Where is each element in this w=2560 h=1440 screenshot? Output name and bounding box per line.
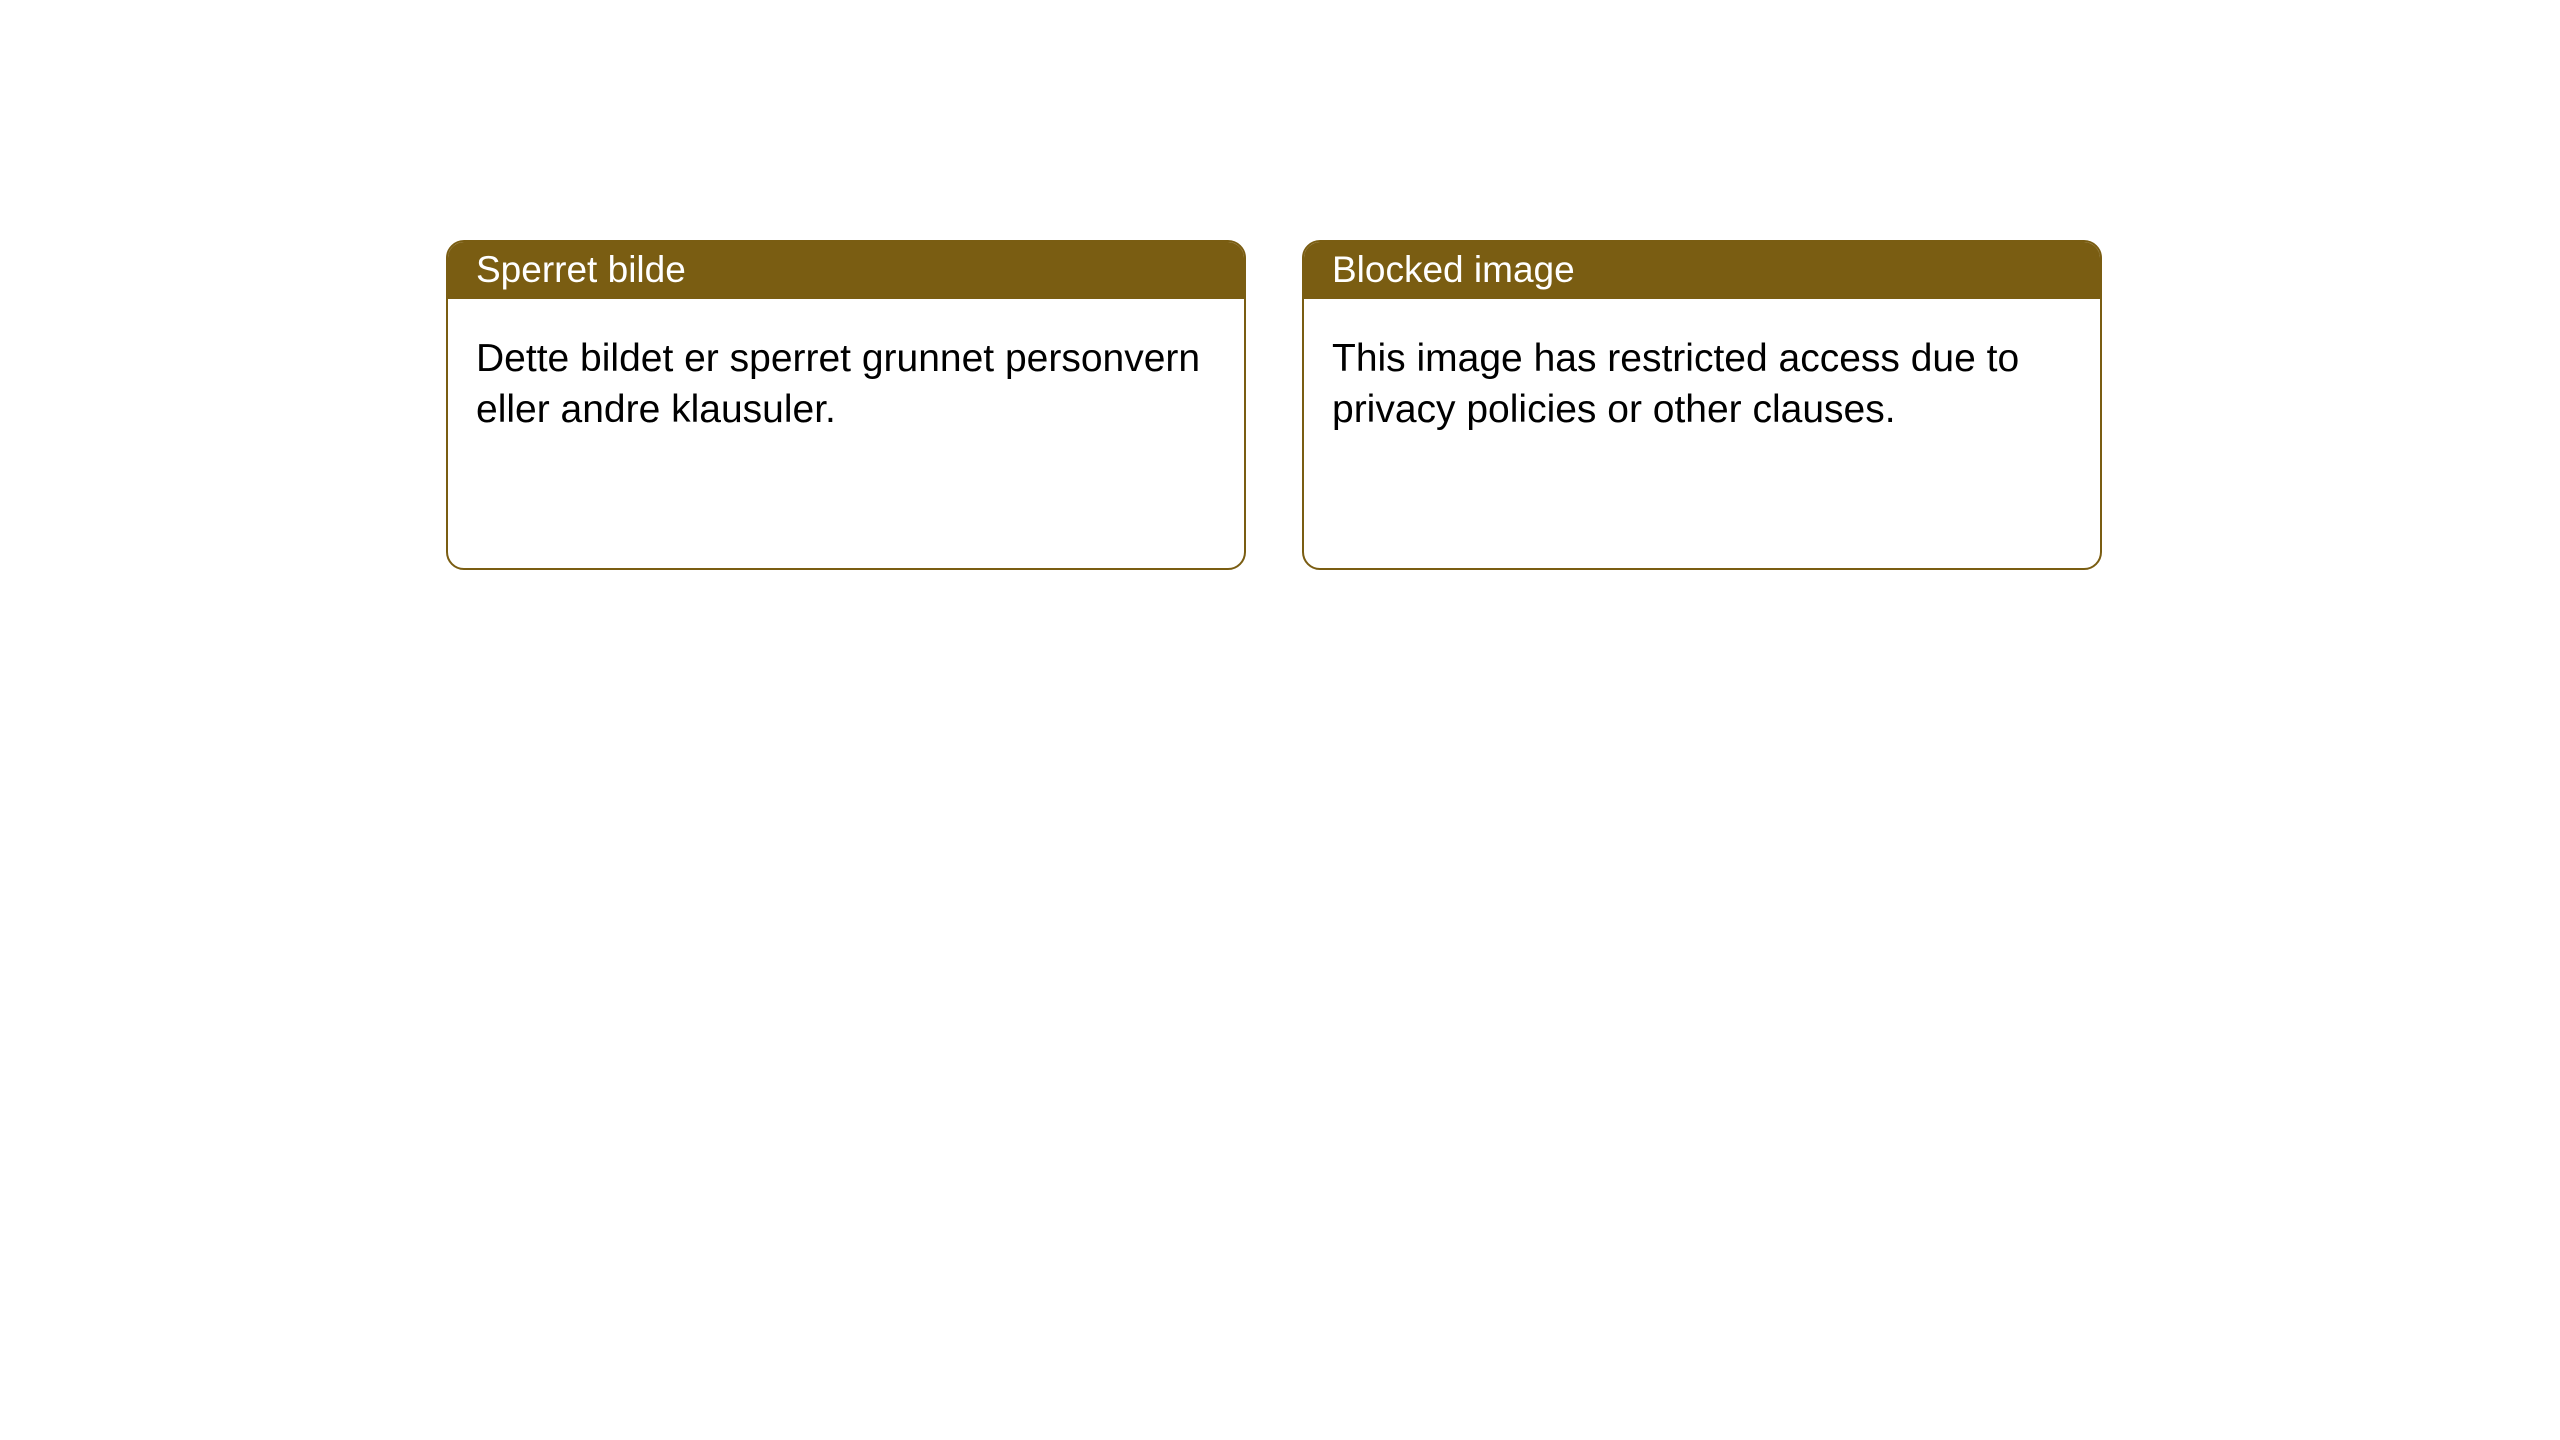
notice-body-english: This image has restricted access due to … bbox=[1304, 299, 2100, 464]
notice-box-english: Blocked image This image has restricted … bbox=[1302, 240, 2102, 570]
notice-box-norwegian: Sperret bilde Dette bildet er sperret gr… bbox=[446, 240, 1246, 570]
notice-header-english: Blocked image bbox=[1304, 242, 2100, 299]
notice-message: This image has restricted access due to … bbox=[1332, 337, 2019, 431]
notice-header-norwegian: Sperret bilde bbox=[448, 242, 1244, 299]
notice-body-norwegian: Dette bildet er sperret grunnet personve… bbox=[448, 299, 1244, 464]
notice-container: Sperret bilde Dette bildet er sperret gr… bbox=[0, 0, 2560, 570]
notice-message: Dette bildet er sperret grunnet personve… bbox=[476, 337, 1200, 431]
notice-title: Blocked image bbox=[1332, 249, 1575, 291]
notice-title: Sperret bilde bbox=[476, 249, 686, 291]
